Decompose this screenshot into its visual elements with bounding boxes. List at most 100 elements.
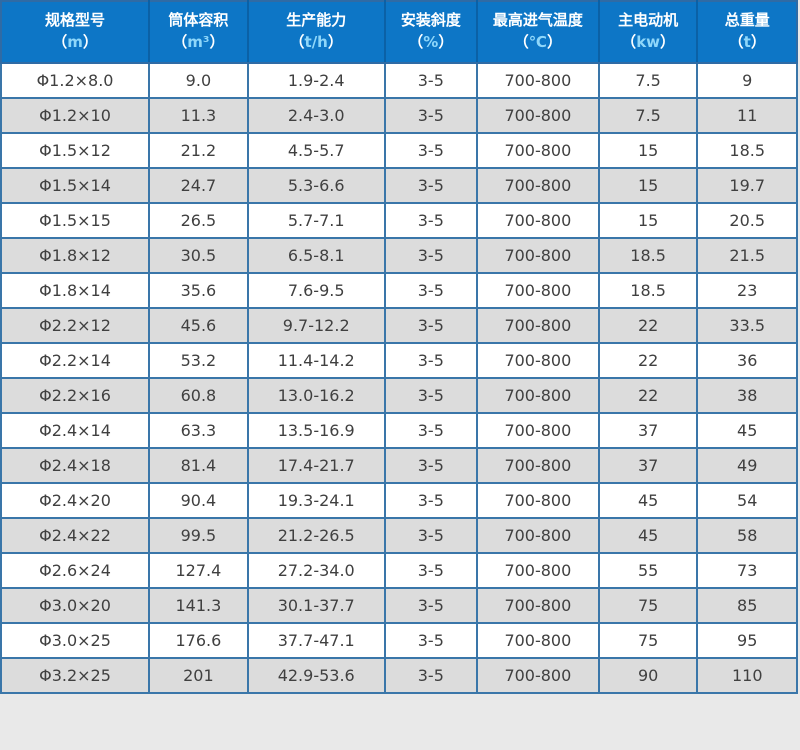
table-cell: 22 [597, 377, 699, 414]
table-row: Φ2.4×14 63.3 13.5-16.9 3-5 700-800 37 45 [0, 412, 798, 449]
table-cell: 3-5 [383, 552, 478, 589]
table-cell: 141.3 [148, 587, 249, 624]
table-cell: 11 [696, 97, 798, 134]
table-cell: 27.2-34.0 [246, 552, 386, 589]
table-row: Φ1.8×14 35.6 7.6-9.5 3-5 700-800 18.5 23 [0, 272, 798, 309]
table-cell: 22 [597, 342, 699, 379]
table-cell: 18.5 [696, 132, 798, 169]
column-title: 最高进气温度 [492, 11, 583, 30]
table-cell: 7.6-9.5 [246, 272, 386, 309]
column-title: 生产能力 [286, 11, 347, 30]
table-cell: 13.0-16.2 [246, 377, 386, 414]
table-cell: 13.5-16.9 [246, 412, 386, 449]
table-cell: 7.5 [597, 97, 699, 134]
table-cell: 3-5 [383, 62, 478, 99]
table-cell: 18.5 [597, 237, 699, 274]
table-cell: 37 [597, 412, 699, 449]
table-cell: 700-800 [475, 202, 600, 239]
table-cell: 42.9-53.6 [246, 657, 386, 694]
table-cell: 54 [696, 482, 798, 519]
table-cell: 58 [696, 517, 798, 554]
column-unit: （t） [728, 33, 766, 51]
table-cell: 45.6 [148, 307, 249, 344]
table-cell: Φ1.5×15 [0, 202, 151, 239]
table-cell: 7.5 [597, 62, 699, 99]
table-cell: 23 [696, 272, 798, 309]
table-cell: 3-5 [383, 132, 478, 169]
column-title: 安装斜度 [400, 11, 461, 30]
table-cell: 700-800 [475, 447, 600, 484]
table-row: Φ2.2×16 60.8 13.0-16.2 3-5 700-800 22 38 [0, 377, 798, 414]
table-cell: 3-5 [383, 482, 478, 519]
table-row: Φ1.2×8.0 9.0 1.9-2.4 3-5 700-800 7.5 9 [0, 62, 798, 99]
table-cell: 55 [597, 552, 699, 589]
table-row: Φ2.6×24 127.4 27.2-34.0 3-5 700-800 55 73 [0, 552, 798, 589]
table-row: Φ3.2×25 201 42.9-53.6 3-5 700-800 90 110 [0, 657, 798, 694]
column-title: 筒体容积 [168, 11, 229, 30]
header-row: 规格型号 （m） 筒体容积 （m³） 生产能力 （t/h） 安装斜度 （%） 最… [1, 1, 797, 64]
table-cell: 4.5-5.7 [246, 132, 386, 169]
table-cell: 19.3-24.1 [246, 482, 386, 519]
table-row: Φ1.5×14 24.7 5.3-6.6 3-5 700-800 15 19.7 [0, 167, 798, 204]
table-cell: 700-800 [475, 62, 600, 99]
table-cell: Φ2.2×16 [0, 377, 151, 414]
table-cell: 75 [597, 622, 699, 659]
column-unit: （℃） [513, 33, 562, 51]
table-cell: 3-5 [383, 587, 478, 624]
table-cell: 3-5 [383, 167, 478, 204]
table-cell: 95 [696, 622, 798, 659]
table-cell: 700-800 [475, 657, 600, 694]
column-header-production-capacity: 生产能力 （t/h） [246, 1, 385, 64]
table-cell: 5.7-7.1 [246, 202, 386, 239]
table-cell: 19.7 [696, 167, 798, 204]
column-title: 主电动机 [618, 11, 679, 30]
table-cell: 700-800 [475, 307, 600, 344]
table-cell: 1.9-2.4 [246, 62, 386, 99]
table-cell: Φ2.6×24 [0, 552, 151, 589]
table-cell: 3-5 [383, 272, 478, 309]
table-cell: 90 [597, 657, 699, 694]
column-header-total-weight: 总重量 （t） [696, 1, 797, 64]
table-cell: 21.5 [696, 237, 798, 274]
table-cell: 21.2-26.5 [246, 517, 386, 554]
table-cell: 3-5 [383, 97, 478, 134]
table-cell: 15 [597, 202, 699, 239]
table-cell: 22 [597, 307, 699, 344]
table-cell: 30.5 [148, 237, 249, 274]
table-cell: 33.5 [696, 307, 798, 344]
table-cell: 38 [696, 377, 798, 414]
table-cell: 700-800 [475, 552, 600, 589]
table-cell: 9.0 [148, 62, 249, 99]
column-unit: （m³） [172, 33, 225, 51]
table-cell: 3-5 [383, 307, 478, 344]
table-row: Φ3.0×25 176.6 37.7-47.1 3-5 700-800 75 95 [0, 622, 798, 659]
table-cell: 45 [696, 412, 798, 449]
table-body: Φ1.2×8.0 9.0 1.9-2.4 3-5 700-800 7.5 9 Φ1.2×10 1… [0, 62, 798, 694]
table-cell: 17.4-21.7 [246, 447, 386, 484]
table-cell: Φ1.2×8.0 [0, 62, 151, 99]
table-cell: 700-800 [475, 342, 600, 379]
table-row: Φ2.2×12 45.6 9.7-12.2 3-5 700-800 22 33.5 [0, 307, 798, 344]
table-cell: 63.3 [148, 412, 249, 449]
table-cell: 700-800 [475, 167, 600, 204]
table-cell: 700-800 [475, 272, 600, 309]
table-cell: 3-5 [383, 377, 478, 414]
table-cell: Φ3.0×20 [0, 587, 151, 624]
column-header-main-motor: 主电动机 （kw） [597, 1, 698, 64]
table-cell: 60.8 [148, 377, 249, 414]
table-cell: 90.4 [148, 482, 249, 519]
column-header-max-inlet-temperature: 最高进气温度 （℃） [475, 1, 599, 64]
table-row: Φ2.4×22 99.5 21.2-26.5 3-5 700-800 45 58 [0, 517, 798, 554]
table-cell: 3-5 [383, 622, 478, 659]
table-cell: 21.2 [148, 132, 249, 169]
table-cell: 3-5 [383, 237, 478, 274]
table-cell: 26.5 [148, 202, 249, 239]
table-cell: 45 [597, 517, 699, 554]
column-header-installation-slope: 安装斜度 （%） [383, 1, 477, 64]
table-cell: 127.4 [148, 552, 249, 589]
column-header-cylinder-volume: 筒体容积 （m³） [148, 1, 248, 64]
table-cell: 2.4-3.0 [246, 97, 386, 134]
table-cell: 11.3 [148, 97, 249, 134]
table-cell: 700-800 [475, 517, 600, 554]
table-cell: 700-800 [475, 97, 600, 134]
